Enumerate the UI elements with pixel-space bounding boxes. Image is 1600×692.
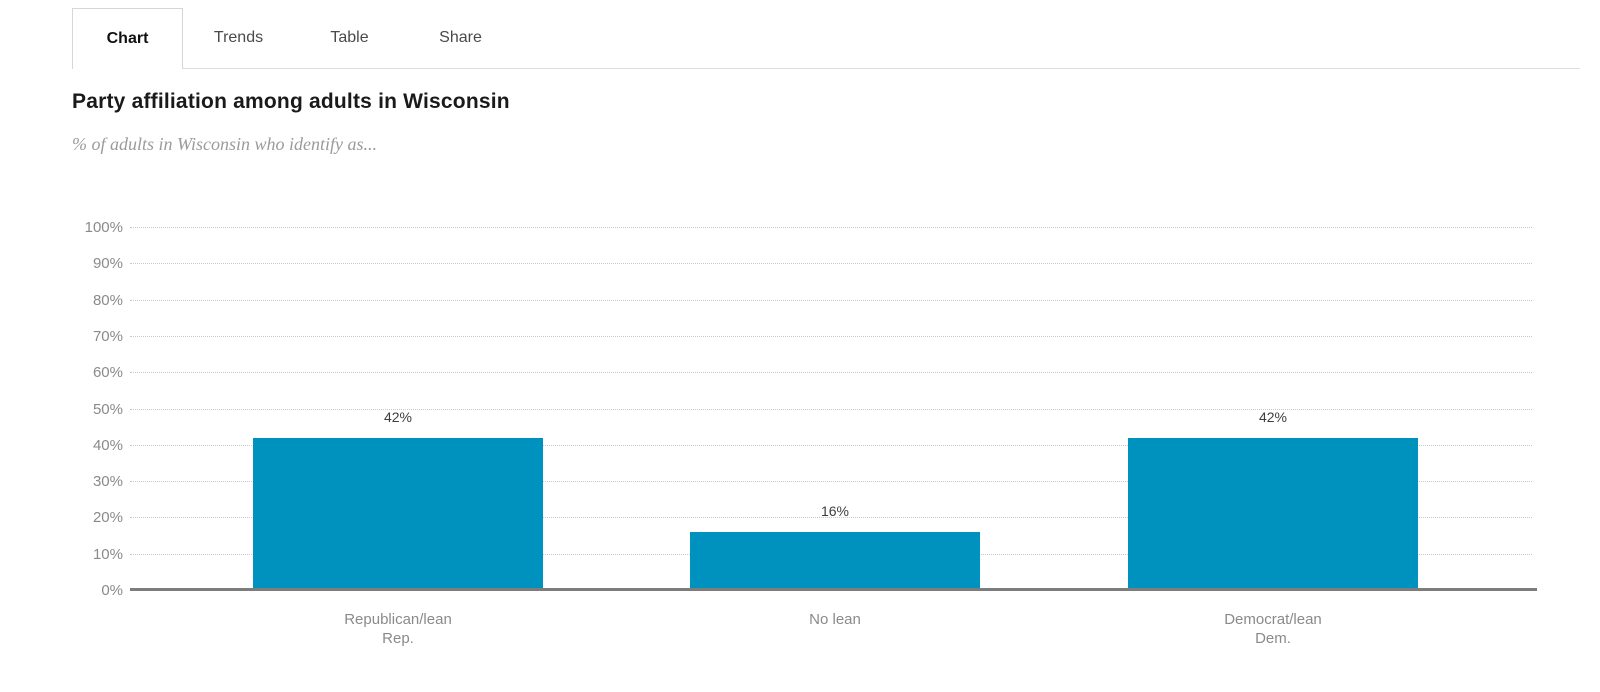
- gridline-40: [130, 444, 1532, 446]
- bar-value-label-republican-lean-rep: 42%: [383, 408, 413, 425]
- y-axis-tick-100: 100%: [84, 219, 123, 236]
- bar-democrat-lean-dem[interactable]: [1128, 437, 1418, 590]
- gridline-90: [130, 263, 1532, 265]
- y-axis-tick-30: 30%: [92, 473, 123, 491]
- bar-republican-lean-rep[interactable]: [253, 437, 543, 590]
- gridline-70: [130, 335, 1532, 337]
- tab-table[interactable]: Table: [330, 29, 369, 46]
- y-axis-tick-20: 20%: [92, 509, 123, 527]
- gridline-60: [130, 372, 1532, 374]
- y-axis-tick-60: 60%: [92, 364, 123, 382]
- bar-value-label-democrat-lean-dem: 42%: [1258, 408, 1288, 425]
- gridline-100: [130, 227, 1532, 228]
- x-axis-label-no-lean: No lean: [809, 611, 861, 628]
- y-axis-tick-80: 80%: [92, 291, 123, 309]
- gridline-20: [130, 517, 1532, 519]
- x-axis-label-democrat-lean-dem: Democrat/lean Dem.: [1224, 611, 1322, 647]
- tab-share[interactable]: Share: [439, 29, 482, 46]
- bar-no-lean[interactable]: [690, 531, 980, 590]
- page-title: Party affiliation among adults in Wiscon…: [72, 90, 510, 113]
- x-axis-baseline: [130, 588, 1537, 591]
- tab-bar: Chart Trends Table Share: [72, 8, 1580, 69]
- gridline-50: [130, 408, 1532, 410]
- tab-chart[interactable]: Chart: [72, 8, 183, 69]
- y-axis-tick-90: 90%: [92, 255, 123, 273]
- y-axis-tick-50: 50%: [92, 400, 123, 418]
- y-axis-tick-70: 70%: [92, 327, 123, 345]
- chart-subtitle: % of adults in Wisconsin who identify as…: [72, 134, 377, 154]
- y-axis-tick-40: 40%: [92, 436, 123, 454]
- gridline-30: [130, 481, 1532, 483]
- tab-trends[interactable]: Trends: [213, 29, 264, 46]
- y-axis-tick-0: 0%: [101, 582, 123, 599]
- x-axis-label-republican-lean-rep: Republican/lean Rep.: [344, 611, 452, 647]
- gridline-80: [130, 299, 1532, 301]
- y-axis-tick-10: 10%: [92, 545, 123, 563]
- bar-value-label-no-lean: 16%: [820, 502, 850, 519]
